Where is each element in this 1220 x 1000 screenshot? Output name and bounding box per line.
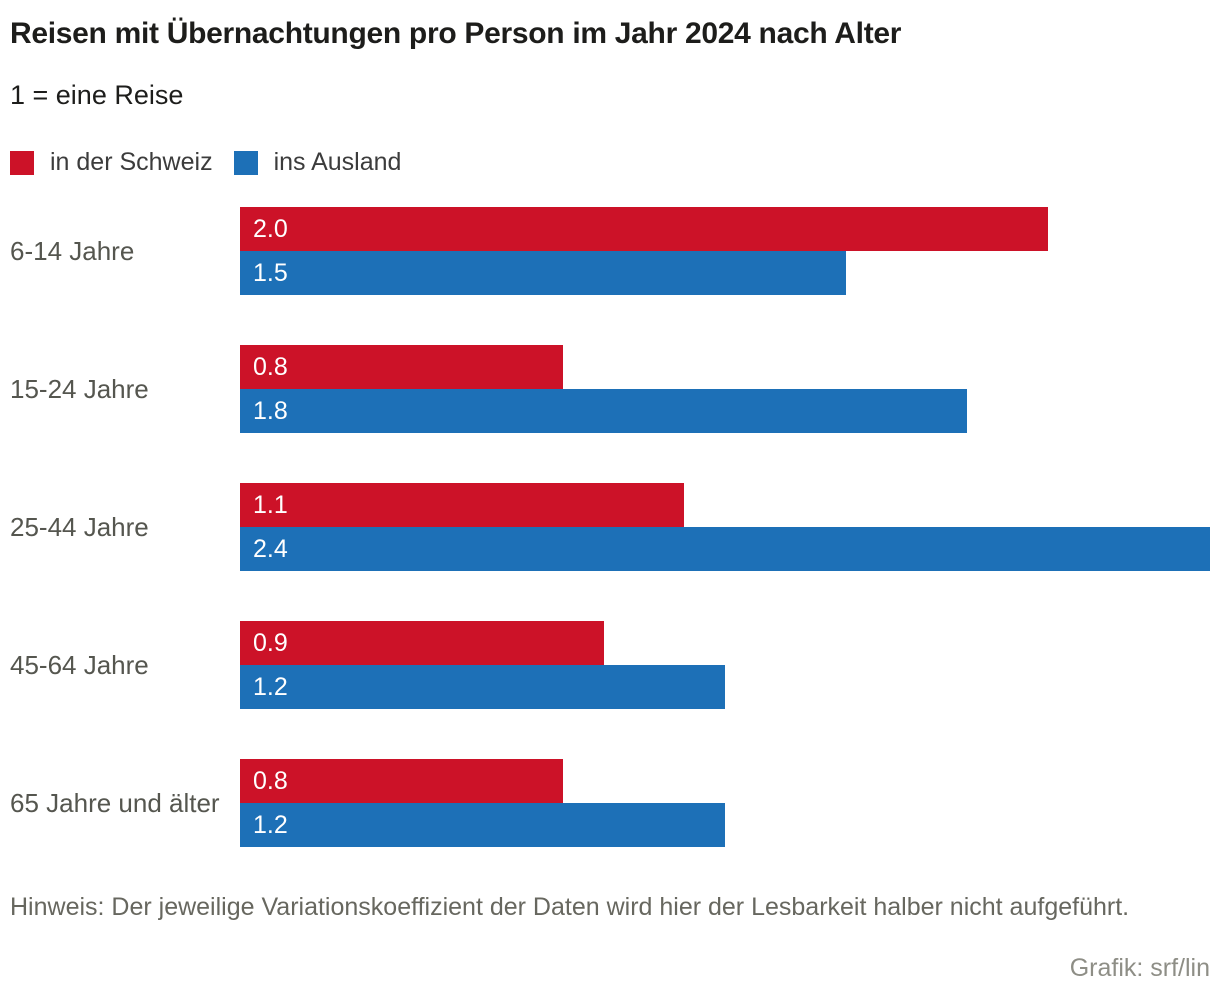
bar-ausland: 1.8 — [240, 389, 967, 433]
chart-footnote: Hinweis: Der jeweilige Variationskoeffiz… — [10, 893, 1130, 921]
bar-value-label: 1.2 — [253, 811, 288, 839]
bar-value-label: 0.9 — [253, 629, 288, 657]
bar-value-label: 2.0 — [253, 215, 288, 243]
bar-ausland: 1.5 — [240, 251, 846, 295]
category-label: 6-14 Jahre — [10, 235, 135, 266]
category-label: 45-64 Jahre — [10, 649, 149, 680]
bar-value-label: 1.8 — [253, 397, 288, 425]
bar-schweiz: 0.8 — [240, 345, 563, 389]
bar-schweiz: 0.8 — [240, 759, 563, 803]
bar-schweiz: 0.9 — [240, 621, 604, 665]
legend-swatch-red-icon — [10, 150, 34, 175]
chart-row: 6-14 Jahre 2.0 1.5 — [0, 207, 1220, 295]
category-label: 15-24 Jahre — [10, 373, 149, 404]
bar-stack: 2.0 1.5 — [240, 207, 1220, 295]
chart-subtitle: 1 = eine Reise — [10, 80, 184, 110]
bar-stack: 1.1 2.4 — [240, 483, 1220, 571]
bar-schweiz: 1.1 — [240, 483, 684, 527]
bar-chart: 6-14 Jahre 2.0 1.5 15-24 Jahre 0.8 1.8 25-44 J… — [0, 207, 1220, 847]
bar-value-label: 1.1 — [253, 491, 288, 519]
legend-swatch-blue-icon — [233, 150, 258, 175]
bar-value-label: 1.2 — [253, 673, 288, 701]
chart-row: 15-24 Jahre 0.8 1.8 — [0, 345, 1220, 433]
bar-ausland: 2.4 — [240, 527, 1210, 571]
chart-row: 25-44 Jahre 1.1 2.4 — [0, 483, 1220, 571]
chart-legend: in der Schweiz ins Ausland — [10, 148, 422, 177]
bar-ausland: 1.2 — [240, 665, 725, 709]
category-label: 65 Jahre und älter — [10, 787, 220, 818]
bar-value-label: 1.5 — [253, 259, 288, 287]
bar-stack: 0.8 1.2 — [240, 759, 1220, 847]
chart-title: Reisen mit Übernachtungen pro Person im … — [10, 17, 902, 50]
legend-item-ausland: ins Ausland — [233, 148, 402, 177]
bar-stack: 0.9 1.2 — [240, 621, 1220, 709]
bar-value-label: 0.8 — [253, 353, 288, 381]
bar-value-label: 0.8 — [253, 767, 288, 795]
bar-schweiz: 2.0 — [240, 207, 1048, 251]
legend-label-schweiz: in der Schweiz — [50, 148, 213, 176]
bar-value-label: 2.4 — [253, 535, 288, 563]
bar-ausland: 1.2 — [240, 803, 725, 847]
chart-row: 45-64 Jahre 0.9 1.2 — [0, 621, 1220, 709]
chart-row: 65 Jahre und älter 0.8 1.2 — [0, 759, 1220, 847]
legend-label-ausland: ins Ausland — [273, 148, 402, 176]
category-label: 25-44 Jahre — [10, 511, 149, 542]
chart-credit: Grafik: srf/lin — [1069, 954, 1210, 982]
bar-stack: 0.8 1.8 — [240, 345, 1220, 433]
legend-item-schweiz: in der Schweiz — [10, 148, 213, 177]
